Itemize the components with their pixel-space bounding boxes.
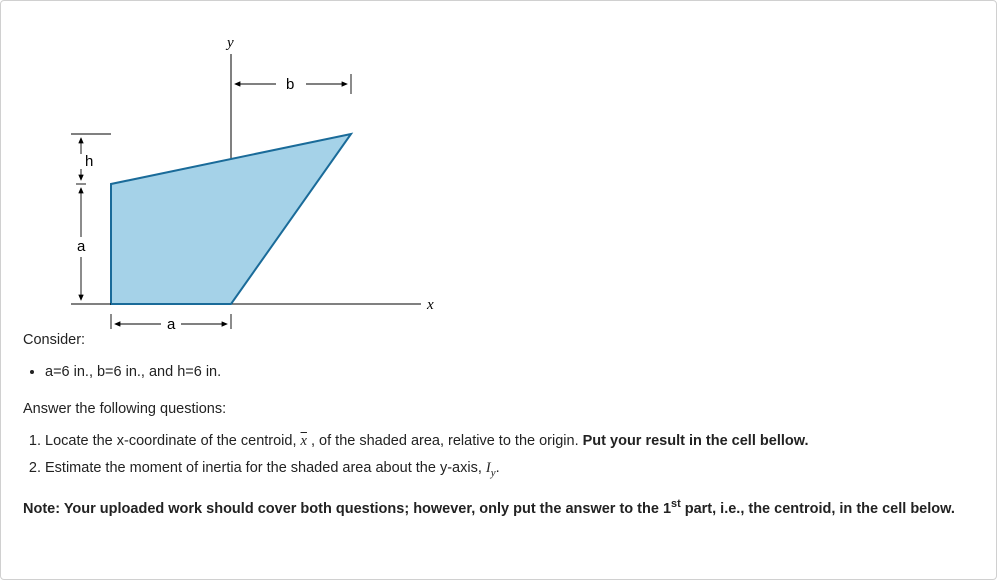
dim-a-vert-label: a bbox=[77, 238, 86, 255]
consider-label: Consider: bbox=[23, 329, 974, 351]
note-b: part, i.e., the centroid, in the cell be… bbox=[681, 500, 955, 516]
note-label: Note: bbox=[23, 500, 60, 516]
diagram-svg: x y b h a bbox=[23, 19, 443, 329]
shaded-shape bbox=[111, 134, 351, 304]
q1-part-a: Locate the x-coordinate of the centroid, bbox=[45, 433, 301, 449]
figure-diagram: x y b h a bbox=[23, 19, 443, 329]
note-a: Your uploaded work should cover both que… bbox=[60, 500, 671, 516]
problem-text: Consider: a=6 in., b=6 in., and h=6 in. … bbox=[23, 329, 974, 520]
answer-prompt: Answer the following questions: bbox=[23, 398, 974, 420]
q2-part-a: Estimate the moment of inertia for the s… bbox=[45, 460, 486, 476]
q2-part-b: . bbox=[496, 460, 500, 476]
question-2: Estimate the moment of inertia for the s… bbox=[45, 457, 974, 482]
y-axis-label: y bbox=[225, 35, 234, 51]
param-bullet: a=6 in., b=6 in., and h=6 in. bbox=[45, 361, 974, 383]
dim-h-label: h bbox=[85, 153, 93, 170]
note-sup: st bbox=[671, 498, 681, 510]
x-axis-label: x bbox=[426, 297, 434, 313]
note-line: Note: Your uploaded work should cover bo… bbox=[23, 496, 974, 520]
q1-bold: Put your result in the cell bellow. bbox=[583, 433, 809, 449]
dim-b-label: b bbox=[286, 76, 294, 93]
dim-a-horiz-label: a bbox=[167, 316, 176, 329]
q1-part-b: , of the shaded area, relative to the or… bbox=[307, 433, 583, 449]
question-frame: x y b h a bbox=[0, 0, 997, 580]
question-1: Locate the x-coordinate of the centroid,… bbox=[45, 430, 974, 452]
q2-Iy: Iy bbox=[486, 460, 496, 476]
